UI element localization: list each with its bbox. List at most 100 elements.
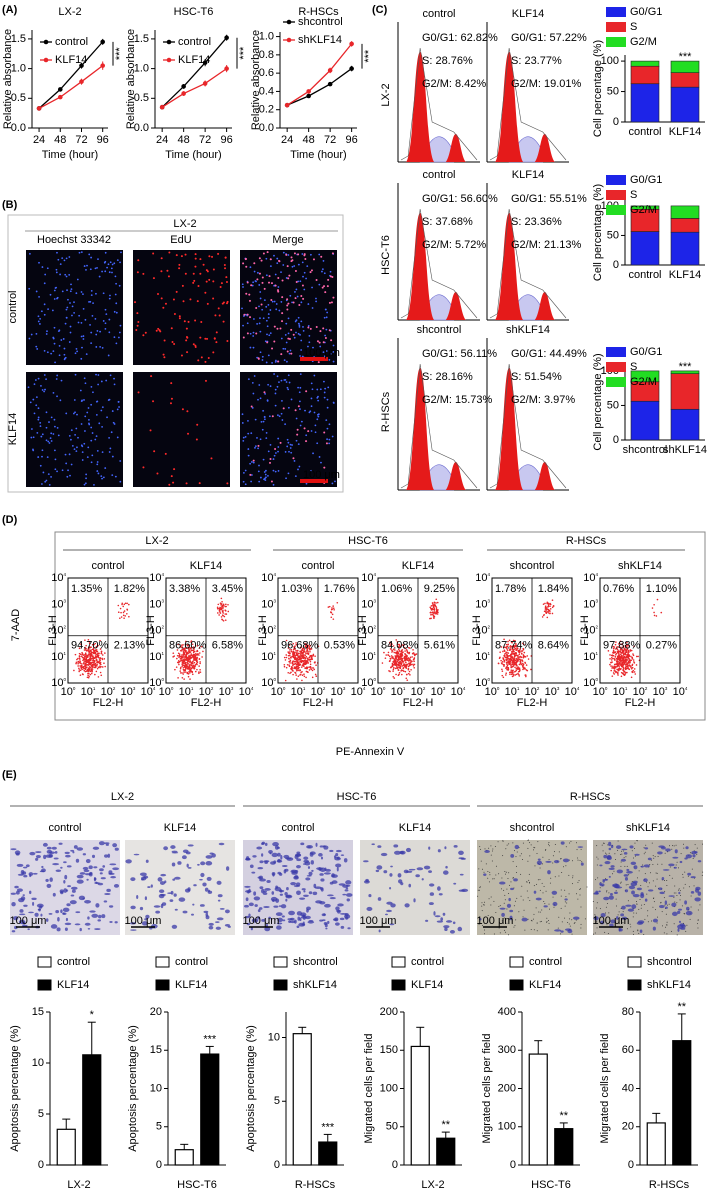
legend-label: KLF14 xyxy=(178,54,210,66)
event xyxy=(410,669,412,671)
event xyxy=(506,659,508,661)
nucleus xyxy=(260,298,262,300)
nucleus xyxy=(96,267,98,269)
pore xyxy=(618,841,619,842)
nucleus xyxy=(54,426,56,428)
marker xyxy=(224,35,229,40)
event xyxy=(199,661,201,663)
cell xyxy=(446,920,452,923)
pore xyxy=(520,874,521,875)
edu-cell xyxy=(172,341,174,343)
legend-marker xyxy=(287,38,292,43)
event xyxy=(506,663,508,665)
nucleus xyxy=(85,382,87,384)
edu-cell xyxy=(300,295,302,297)
cell xyxy=(261,853,263,856)
log-base: 10 xyxy=(149,572,161,584)
cell xyxy=(205,861,212,865)
edu-cell xyxy=(225,257,227,259)
y-axis-label: Apoptosis percentage (%) xyxy=(127,1025,139,1152)
nucleus xyxy=(266,333,268,335)
edu-cell xyxy=(181,255,183,257)
event xyxy=(99,658,101,660)
event xyxy=(409,652,411,654)
nucleus xyxy=(66,309,68,311)
log-tick-label: 104 xyxy=(239,686,254,698)
nucleus xyxy=(79,252,81,254)
event xyxy=(180,660,182,662)
event xyxy=(504,660,506,662)
event xyxy=(298,653,300,655)
nucleus xyxy=(268,317,270,319)
legend-label: S xyxy=(630,21,637,33)
nucleus xyxy=(54,361,56,363)
pore xyxy=(578,860,579,861)
edu-cell xyxy=(183,300,185,302)
edu-cell xyxy=(217,253,219,255)
nucleus xyxy=(281,413,283,415)
cell xyxy=(301,924,304,926)
event xyxy=(626,663,628,665)
nucleus xyxy=(315,298,317,300)
pore xyxy=(581,924,582,925)
cell xyxy=(55,910,59,913)
edu-cell xyxy=(311,269,313,271)
cell xyxy=(66,903,70,906)
nucleus xyxy=(109,399,111,401)
cell xyxy=(72,890,76,893)
scale-bar-label: 100 μm xyxy=(303,347,340,359)
nucleus xyxy=(250,432,252,434)
nucleus xyxy=(55,287,57,289)
event xyxy=(612,665,614,667)
event xyxy=(296,678,298,680)
event xyxy=(509,659,511,661)
scale-bar-label: 100 μm xyxy=(10,915,47,927)
event xyxy=(653,612,655,614)
nucleus xyxy=(103,320,105,322)
event xyxy=(299,669,301,671)
nucleus xyxy=(255,281,257,283)
event xyxy=(660,612,662,614)
nucleus xyxy=(245,436,247,438)
nucleus xyxy=(320,388,322,390)
row-label: R-HSCs xyxy=(380,391,392,432)
pore xyxy=(641,908,642,909)
log-exponent: 2 xyxy=(211,686,214,691)
nucleus xyxy=(265,476,267,478)
edu-cell xyxy=(258,357,260,359)
pore xyxy=(645,873,646,874)
nucleus xyxy=(331,483,333,485)
nucleus xyxy=(298,264,300,266)
nucleus xyxy=(101,426,103,428)
edu-cell xyxy=(305,390,307,392)
pore xyxy=(548,920,549,921)
bar xyxy=(555,1129,573,1165)
event xyxy=(403,665,405,667)
legend-label: S xyxy=(630,361,637,373)
y-tick-label: 0 xyxy=(38,1159,44,1171)
event xyxy=(625,672,627,674)
nucleus xyxy=(109,271,111,273)
pore xyxy=(685,931,686,932)
nucleus xyxy=(294,460,296,462)
event xyxy=(407,652,409,654)
pore xyxy=(651,921,652,922)
bar-segment xyxy=(671,87,699,122)
nucleus xyxy=(101,478,103,480)
event xyxy=(90,674,92,676)
edu-cell xyxy=(196,424,198,426)
cell xyxy=(146,860,149,863)
nucleus xyxy=(82,451,84,453)
edu-cell xyxy=(320,256,322,258)
nucleus xyxy=(108,437,110,439)
log-exponent: 2 xyxy=(373,625,376,630)
pore xyxy=(553,907,554,908)
nucleus xyxy=(260,351,262,353)
legend-label: control xyxy=(55,36,88,48)
log-tick-label: 104 xyxy=(261,572,276,584)
event xyxy=(82,660,84,662)
event xyxy=(192,665,194,667)
edu-cell xyxy=(248,294,250,296)
edu-cell xyxy=(277,289,279,291)
pore xyxy=(655,856,656,857)
